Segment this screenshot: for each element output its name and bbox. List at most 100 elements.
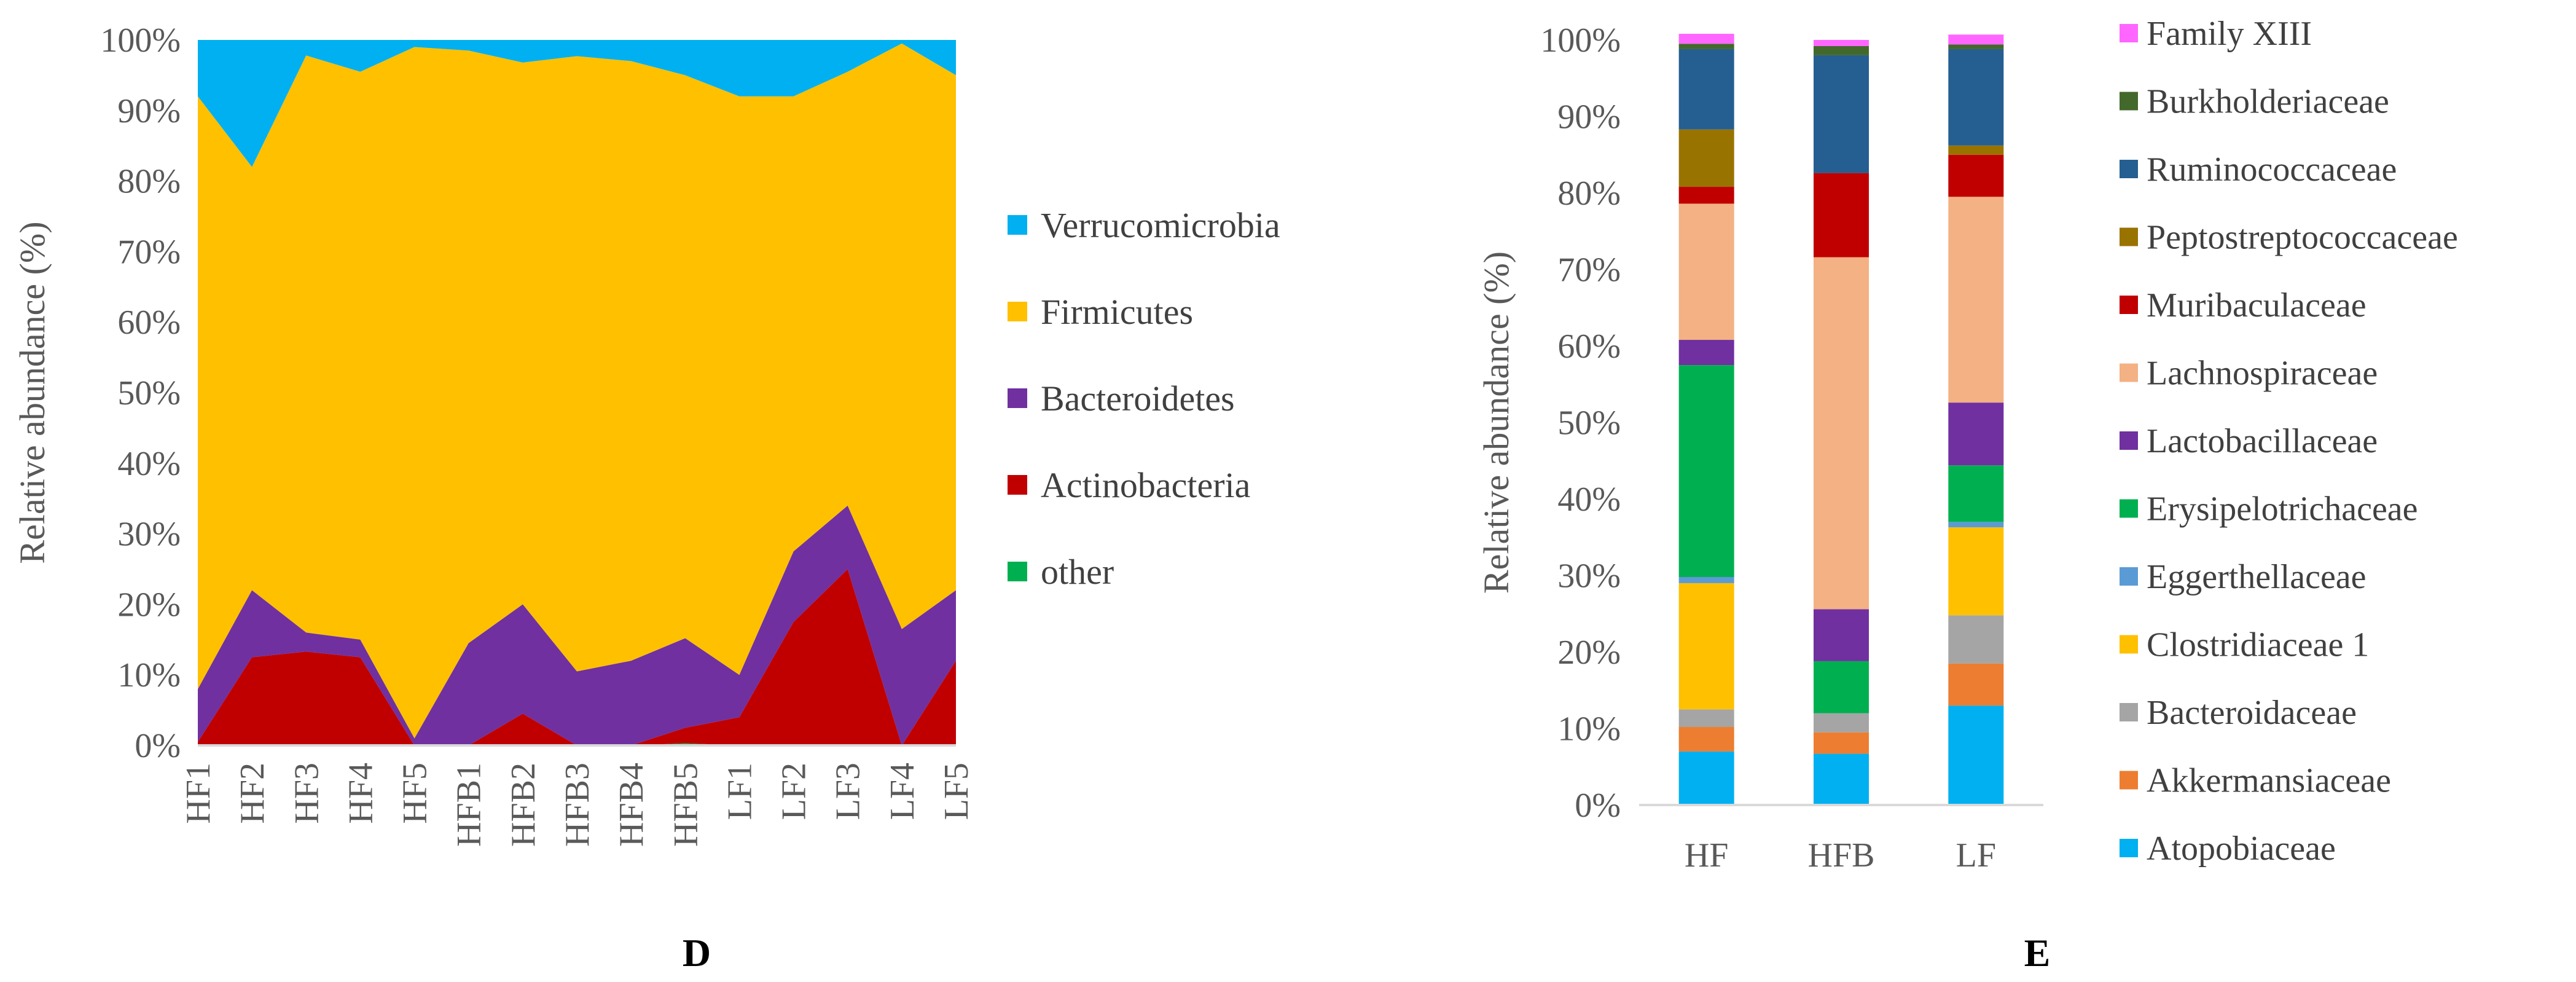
bar-segment-lf-ruminococcaceae bbox=[1948, 49, 2004, 146]
y-tick-label: 40% bbox=[1557, 481, 1621, 519]
legend-label-bacteroidaceae: Bacteroidaceae bbox=[2147, 694, 2357, 732]
legend-label-eggerthellaceae: Eggerthellaceae bbox=[2147, 558, 2367, 596]
legend-label-actinobacteria: Actinobacteria bbox=[1041, 465, 1250, 505]
legend-swatch-akkermansiaceae bbox=[2120, 771, 2138, 790]
y-tick-label: 40% bbox=[117, 445, 181, 483]
x-tick-label: LF5 bbox=[938, 763, 976, 820]
bar-segment-hfb-atopobiaceae bbox=[1814, 753, 1869, 805]
legend-swatch-burkholderiaceae bbox=[2120, 92, 2138, 111]
x-tick-label: HFB3 bbox=[558, 763, 597, 847]
x-tick-label: HF3 bbox=[288, 763, 326, 824]
bar-segment-hf-bacteroidaceae bbox=[1678, 709, 1734, 728]
x-tick-label: HF4 bbox=[342, 763, 380, 824]
legend-label-lachnospiraceae: Lachnospiraceae bbox=[2147, 355, 2378, 393]
bar-segment-hf-ruminococcaceae bbox=[1678, 49, 1734, 130]
x-tick-label: LF4 bbox=[883, 763, 922, 820]
y-tick-label: 0% bbox=[135, 727, 181, 765]
y-tick-label: 20% bbox=[117, 586, 181, 624]
legend-label-erysipelotrichaceae: Erysipelotrichaceae bbox=[2147, 490, 2418, 528]
bar-segment-lf-lachnospiraceae bbox=[1948, 197, 2004, 403]
legend-label-bacteroidetes: Bacteroidetes bbox=[1041, 379, 1235, 418]
area-firmicutes bbox=[198, 43, 956, 739]
legend-label-peptostreptococcaceae: Peptostreptococcaceae bbox=[2147, 219, 2458, 257]
legend-swatch-clostridiaceae-1 bbox=[2120, 635, 2138, 654]
legend-label-firmicutes: Firmicutes bbox=[1041, 292, 1193, 332]
x-tick-label: HFB bbox=[1808, 836, 1875, 874]
panel-e-stacked-bar-chart: 0% 10% 20% 30% 40% 50% 60% 70% 80% 90% 100% HF HFB LF… bbox=[1476, 15, 2458, 975]
bar-segment-hf-erysipelotrichaceae bbox=[1678, 365, 1734, 577]
legend-swatch-peptostreptococcaceae bbox=[2120, 227, 2138, 246]
y-axis-title: Relative abundance (%) bbox=[1476, 251, 1516, 594]
y-tick-label: 10% bbox=[117, 656, 181, 694]
legend-swatch-ruminococcaceae bbox=[2120, 160, 2138, 178]
legend-label-burkholderiaceae: Burkholderiaceae bbox=[2147, 83, 2389, 121]
legend-label-family-xiii: Family XIII bbox=[2147, 15, 2312, 53]
bar-segment-lf-erysipelotrichaceae bbox=[1948, 465, 2004, 522]
bar-segment-hf-akkermansiaceae bbox=[1678, 727, 1734, 752]
bar-segment-lf-lactobacillaceae bbox=[1948, 403, 2004, 466]
legend-label-ruminococcaceae: Ruminococcaceae bbox=[2147, 151, 2397, 189]
legend-swatch-atopobiaceae bbox=[2120, 839, 2138, 857]
x-tick-label: HF2 bbox=[233, 763, 272, 824]
bar-segment-hfb-bacteroidaceae bbox=[1814, 713, 1869, 733]
legend-swatch-verrucomicrobia bbox=[1008, 215, 1027, 235]
y-tick-label: 80% bbox=[117, 163, 181, 201]
legend-swatch-lachnospiraceae bbox=[2120, 363, 2138, 382]
legend-swatch-other bbox=[1008, 562, 1027, 581]
bar-segment-lf-eggerthellaceae bbox=[1948, 522, 2004, 528]
bar-segment-hf-clostridiaceae-1 bbox=[1678, 583, 1734, 710]
x-tick-label: LF1 bbox=[721, 763, 759, 820]
legend-label-verrucomicrobia: Verrucomicrobia bbox=[1041, 205, 1280, 245]
legend-swatch-erysipelotrichaceae bbox=[2120, 499, 2138, 518]
y-tick-label: 90% bbox=[1557, 98, 1621, 136]
legend-label-atopobiaceae: Atopobiaceae bbox=[2147, 830, 2336, 868]
legend-swatch-actinobacteria bbox=[1008, 475, 1027, 495]
y-tick-label: 80% bbox=[1557, 175, 1621, 213]
legend-swatch-family-xiii bbox=[2120, 24, 2138, 42]
y-tick-label: 30% bbox=[1557, 557, 1621, 595]
y-tick-label: 70% bbox=[1557, 251, 1621, 289]
bar-segment-hf-atopobiaceae bbox=[1678, 751, 1734, 805]
x-tick-label: HFB4 bbox=[613, 763, 651, 847]
bar-segment-hfb-muribaculaceae bbox=[1814, 173, 1869, 257]
bar-segment-hf-burkholderiaceae bbox=[1678, 44, 1734, 49]
bar-segment-lf-akkermansiaceae bbox=[1948, 663, 2004, 706]
bar-segment-lf-clostridiaceae-1 bbox=[1948, 527, 2004, 616]
y-tick-label: 50% bbox=[117, 374, 181, 412]
bar-segment-hf-muribaculaceae bbox=[1678, 187, 1734, 204]
y-tick-label: 70% bbox=[117, 233, 181, 271]
area-verrucomicrobia bbox=[198, 40, 956, 167]
legend-label-lactobacillaceae: Lactobacillaceae bbox=[2147, 422, 2378, 460]
bar-segment-hf-lachnospiraceae bbox=[1678, 203, 1734, 340]
y-tick-label: 100% bbox=[100, 22, 181, 60]
legend-label-other: other bbox=[1041, 552, 1114, 592]
bar-segment-hfb-lachnospiraceae bbox=[1814, 257, 1869, 610]
y-tick-label: 60% bbox=[117, 304, 181, 342]
y-tick-label: 0% bbox=[1575, 787, 1621, 825]
legend-label-akkermansiaceae: Akkermansiaceae bbox=[2147, 762, 2391, 800]
bar-segment-hfb-burkholderiaceae bbox=[1814, 45, 1869, 55]
bar-segment-hf-eggerthellaceae bbox=[1678, 576, 1734, 583]
bar-segment-hfb-akkermansiaceae bbox=[1814, 732, 1869, 754]
y-tick-label: 60% bbox=[1557, 328, 1621, 366]
y-tick-label: 10% bbox=[1557, 710, 1621, 748]
bar-segment-lf-peptostreptococcaceae bbox=[1948, 145, 2004, 155]
bar-segment-lf-family-xiii bbox=[1948, 34, 2004, 45]
bar-segment-hf-peptostreptococcaceae bbox=[1678, 129, 1734, 187]
x-tick-label: LF2 bbox=[775, 763, 813, 820]
x-tick-label: LF bbox=[1956, 836, 1996, 874]
panel-d-area-chart: 0% 10% 20% 30% 40% 50% 60% 70% 80% 90% 100% HF1 HF2 H… bbox=[12, 22, 1280, 975]
bar-segment-lf-muribaculaceae bbox=[1948, 154, 2004, 197]
x-tick-label: HF5 bbox=[396, 763, 434, 824]
legend-swatch-lactobacillaceae bbox=[2120, 431, 2138, 450]
bar-segment-lf-atopobiaceae bbox=[1948, 705, 2004, 805]
legend-swatch-firmicutes bbox=[1008, 302, 1027, 321]
panel-label-d: D bbox=[683, 931, 711, 975]
y-tick-label: 20% bbox=[1557, 634, 1621, 672]
x-tick-label: LF3 bbox=[829, 763, 867, 820]
x-tick-label: HF bbox=[1685, 836, 1729, 874]
legend-swatch-bacteroidaceae bbox=[2120, 703, 2138, 721]
bar-segment-lf-burkholderiaceae bbox=[1948, 44, 2004, 49]
